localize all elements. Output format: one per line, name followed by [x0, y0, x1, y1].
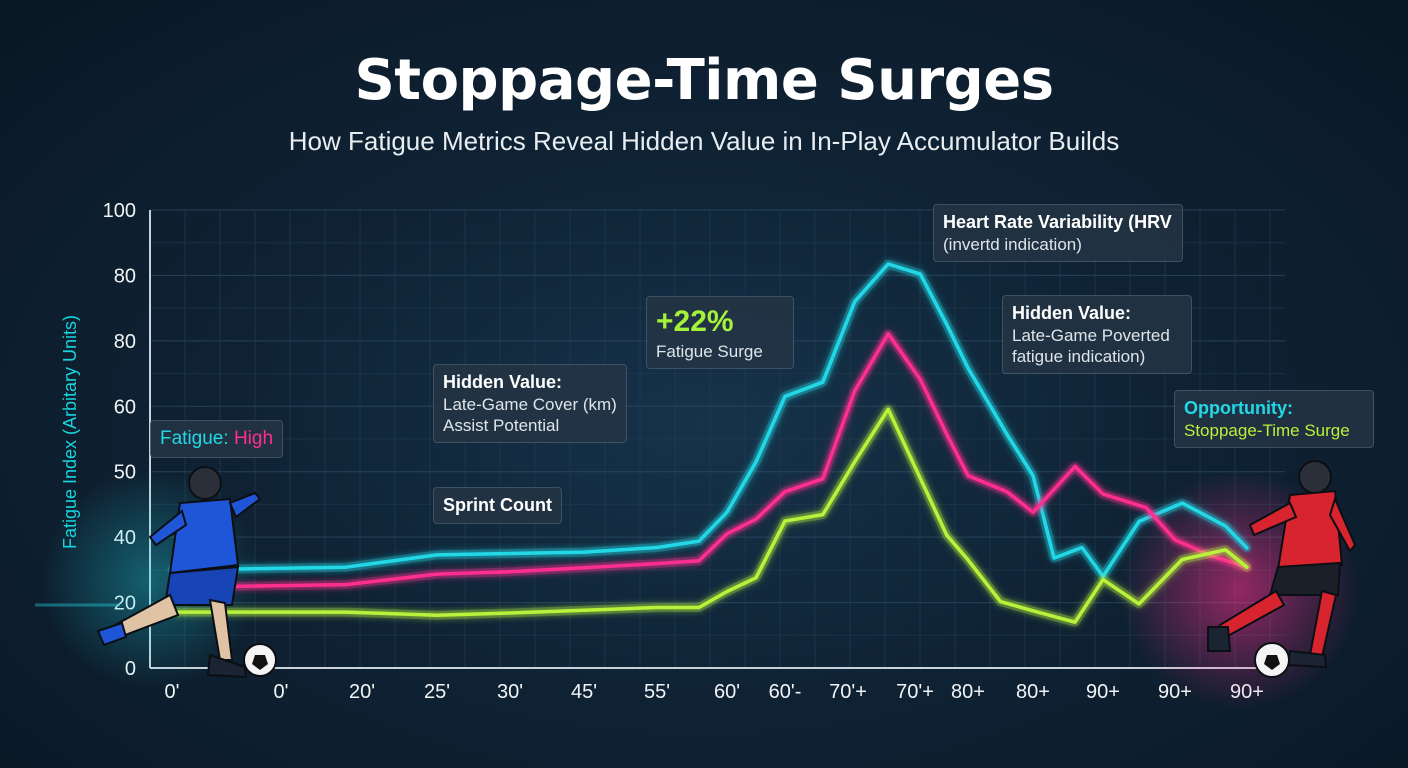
fatigue-label: Fatigue: [160, 428, 229, 449]
hidden-value-right-line1: Late-Game Poverted [1012, 325, 1170, 345]
hidden-value-left-title: Hidden Value: [443, 372, 563, 392]
hidden-value-right-callout: Hidden Value: Late-Game Poverted fatigue… [1002, 295, 1192, 374]
hidden-value-left-line1: Late-Game Cover (km) [443, 394, 617, 414]
series-line-1 [170, 262, 1249, 579]
x-tick-label: 0' [274, 681, 289, 703]
x-tick-label: 90+ [1086, 681, 1120, 703]
page-subtitle: How Fatigue Metrics Reveal Hidden Value … [288, 126, 1120, 156]
opportunity-title: Opportunity: [1184, 398, 1293, 418]
hrv-line: (invertd indication) [943, 234, 1082, 254]
x-axis-ticks: 0' 0' 20' 25' 30' 45' 55' 60' 60'- 70'+ 70'+ 80+ 80+… [165, 681, 1264, 703]
x-tick-label: 25' [424, 681, 450, 703]
x-tick-label: 80+ [1016, 681, 1050, 703]
series-line-2 [170, 331, 1249, 590]
x-tick-label: 80+ [951, 681, 985, 703]
x-tick-label: 70'+ [829, 681, 867, 703]
surge-value: +22% [656, 305, 734, 338]
chart-series [167, 259, 1252, 627]
fatigue-value: High [233, 428, 274, 449]
y-axis-label: Fatigue Index (Arbitary Units) [60, 315, 80, 549]
opportunity-callout: Opportunity: Stoppage-Time Surge [1174, 390, 1374, 448]
hidden-value-right-title: Hidden Value: [1012, 303, 1132, 323]
hidden-value-right-line2: fatigue indication) [1012, 346, 1146, 366]
x-tick-label: 60'- [769, 681, 802, 703]
x-tick-label: 60' [714, 681, 740, 703]
left-player-illustration [35, 466, 262, 679]
series-line-3 [170, 407, 1249, 624]
sprint-count-callout: Sprint Count [433, 487, 562, 524]
page-title: Stoppage-Time Surges [354, 48, 1054, 113]
hidden-value-left-callout: Hidden Value: Late-Game Cover (km) Assis… [433, 364, 627, 443]
left-soccer-ball-icon [243, 643, 277, 677]
x-tick-label: 30' [497, 681, 523, 703]
fatigue-surge-callout: +22% Fatigue Surge [646, 296, 794, 369]
y-tick-label: 80 [114, 331, 136, 353]
sprint-count-label: Sprint Count [443, 495, 552, 515]
x-tick-label: 45' [571, 681, 597, 703]
right-soccer-ball-icon [1254, 642, 1290, 678]
right-player-illustration [1207, 460, 1357, 669]
surge-text: Fatigue Surge [656, 341, 763, 361]
hrv-callout: Heart Rate Variability (HRV (invertd ind… [933, 204, 1183, 262]
y-tick-label: 60 [114, 396, 136, 418]
y-tick-label: 100 [103, 200, 136, 222]
fatigue-high-callout: Fatigue: High [150, 420, 284, 458]
x-tick-label: 20' [349, 681, 375, 703]
x-tick-label: 70'+ [896, 681, 934, 703]
hidden-value-left-line2: Assist Potential [443, 415, 560, 435]
y-tick-label: 80 [114, 265, 136, 287]
opportunity-line: Stoppage-Time Surge [1184, 420, 1350, 440]
hrv-title: Heart Rate Variability (HRV [943, 212, 1172, 232]
x-tick-label: 55' [644, 681, 670, 703]
